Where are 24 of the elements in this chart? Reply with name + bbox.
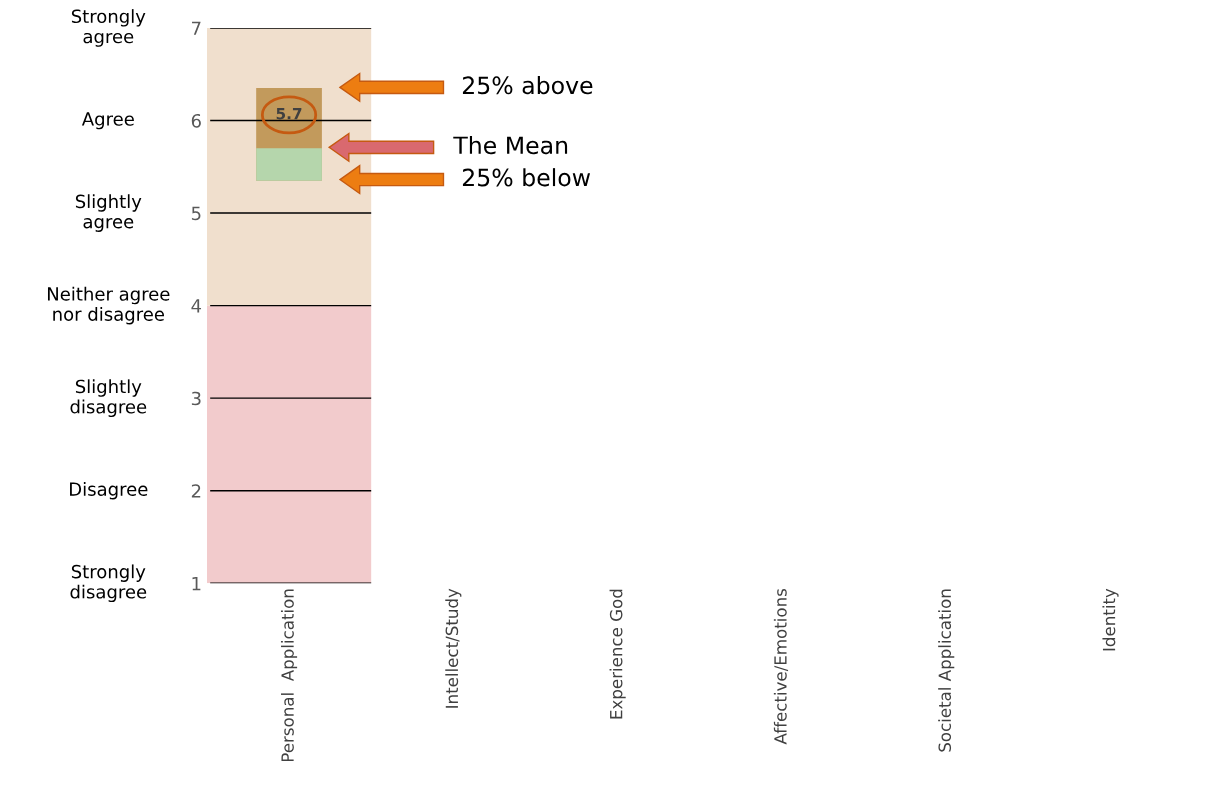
y-tick-label: 5 — [191, 206, 201, 221]
annotation: 25% below — [462, 168, 591, 187]
text: Slightly agree — [75, 194, 142, 232]
y-tick-label: 1 — [192, 576, 201, 591]
y-tick-label: 6 — [191, 113, 201, 128]
x-tick-label: Personal Application — [280, 589, 298, 762]
y-tick-label: 4 — [191, 299, 202, 313]
text: Agree — [81, 112, 134, 130]
y-tick-label: 2 — [191, 484, 201, 498]
x-tick-label: Experience God — [609, 589, 626, 719]
text: Slightly disagree — [70, 379, 147, 418]
x-tick-label: Identity — [1102, 588, 1119, 651]
text: Strongly disagree — [70, 564, 147, 603]
annotation: 25% above — [462, 75, 593, 95]
x-tick-label: Societal Application — [938, 589, 955, 752]
annotation: The Mean — [453, 135, 568, 155]
annotation: 5.7 — [276, 108, 302, 120]
text: Neither agree nor disagree — [47, 286, 170, 325]
y-tick-label: 3 — [191, 391, 201, 406]
x-tick-label: Affective/Emotions — [773, 588, 789, 745]
text: Strongly agree — [71, 9, 146, 47]
x-tick-label: Intellect/Study — [445, 588, 462, 708]
text: Disagree — [70, 481, 148, 500]
y-tick-label: 7 — [192, 21, 201, 35]
